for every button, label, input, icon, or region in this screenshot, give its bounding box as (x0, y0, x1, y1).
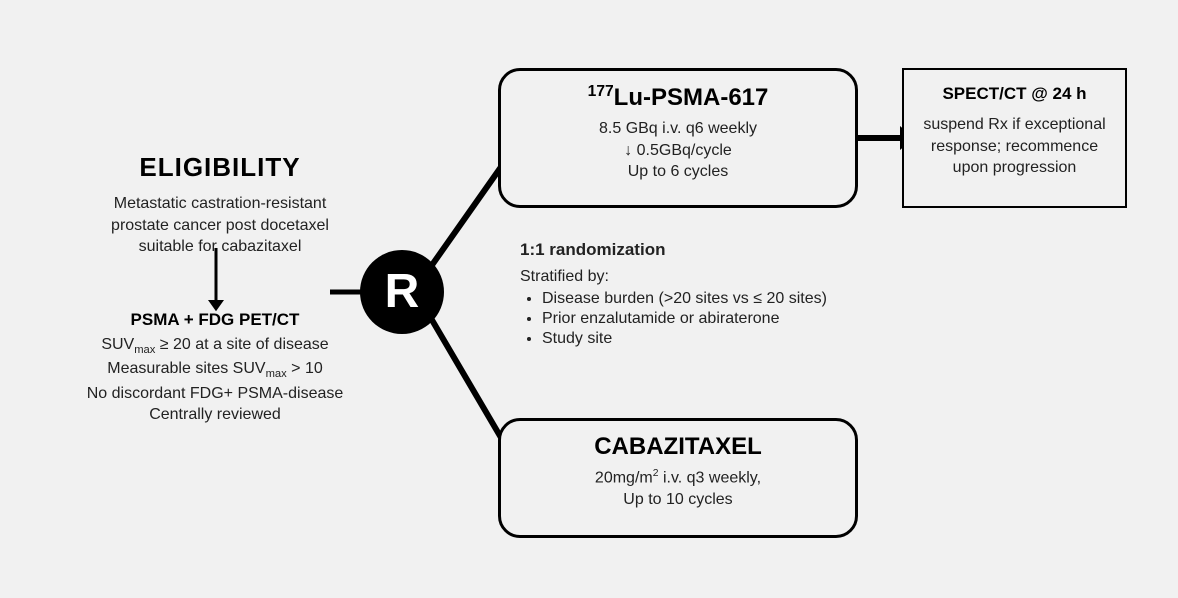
arm-a-line: 8.5 GBq i.v. q6 weekly (511, 118, 845, 140)
randomization-details: 1:1 randomization Stratified by: Disease… (520, 240, 900, 350)
arm-a-line: Up to 6 cycles (511, 161, 845, 183)
eligibility-title: ELIGIBILITY (75, 152, 365, 183)
eligibility-line: suitable for cabazitaxel (75, 236, 365, 258)
imaging-line: SUVmax ≥ 20 at a site of disease (55, 334, 375, 358)
imaging-line: No discordant FDG+ PSMA-disease (55, 383, 375, 405)
stratified-label: Stratified by: (520, 268, 900, 286)
imaging-title: PSMA + FDG PET/CT (55, 310, 375, 330)
randomization-node: R (360, 250, 444, 334)
randomization-symbol: R (385, 265, 420, 318)
monitoring-box: SPECT/CT @ 24 h suspend Rx if exceptiona… (902, 68, 1127, 208)
eligibility-block: ELIGIBILITY Metastatic castration-resist… (75, 152, 365, 258)
stratification-item: Study site (542, 330, 900, 348)
arm-b-box: CABAZITAXEL 20mg/m2 i.v. q3 weekly, Up t… (498, 418, 858, 538)
eligibility-line: Metastatic castration-resistant (75, 193, 365, 215)
monitoring-line: response; recommence (914, 136, 1115, 158)
randomization-header: 1:1 randomization (520, 240, 900, 260)
stratification-item: Prior enzalutamide or abiraterone (542, 310, 900, 328)
monitoring-line: upon progression (914, 157, 1115, 179)
monitoring-line: suspend Rx if exceptional (914, 114, 1115, 136)
arm-a-box: 177Lu-PSMA-617 8.5 GBq i.v. q6 weekly ↓ … (498, 68, 858, 208)
imaging-block: PSMA + FDG PET/CT SUVmax ≥ 20 at a site … (55, 310, 375, 426)
imaging-line: Measurable sites SUVmax > 10 (55, 358, 375, 382)
arm-b-title: CABAZITAXEL (511, 433, 845, 461)
arm-a-title: 177Lu-PSMA-617 (511, 83, 845, 112)
arm-b-line: 20mg/m2 i.v. q3 weekly, (511, 467, 845, 489)
eligibility-line: prostate cancer post docetaxel (75, 215, 365, 237)
stratification-item: Disease burden (>20 sites vs ≤ 20 sites) (542, 290, 900, 308)
imaging-line: Centrally reviewed (55, 404, 375, 426)
stratification-list: Disease burden (>20 sites vs ≤ 20 sites)… (520, 290, 900, 348)
arm-b-line: Up to 10 cycles (511, 489, 845, 511)
arm-a-line: ↓ 0.5GBq/cycle (511, 140, 845, 162)
monitoring-title: SPECT/CT @ 24 h (914, 84, 1115, 104)
flowchart-canvas: ELIGIBILITY Metastatic castration-resist… (0, 0, 1178, 598)
